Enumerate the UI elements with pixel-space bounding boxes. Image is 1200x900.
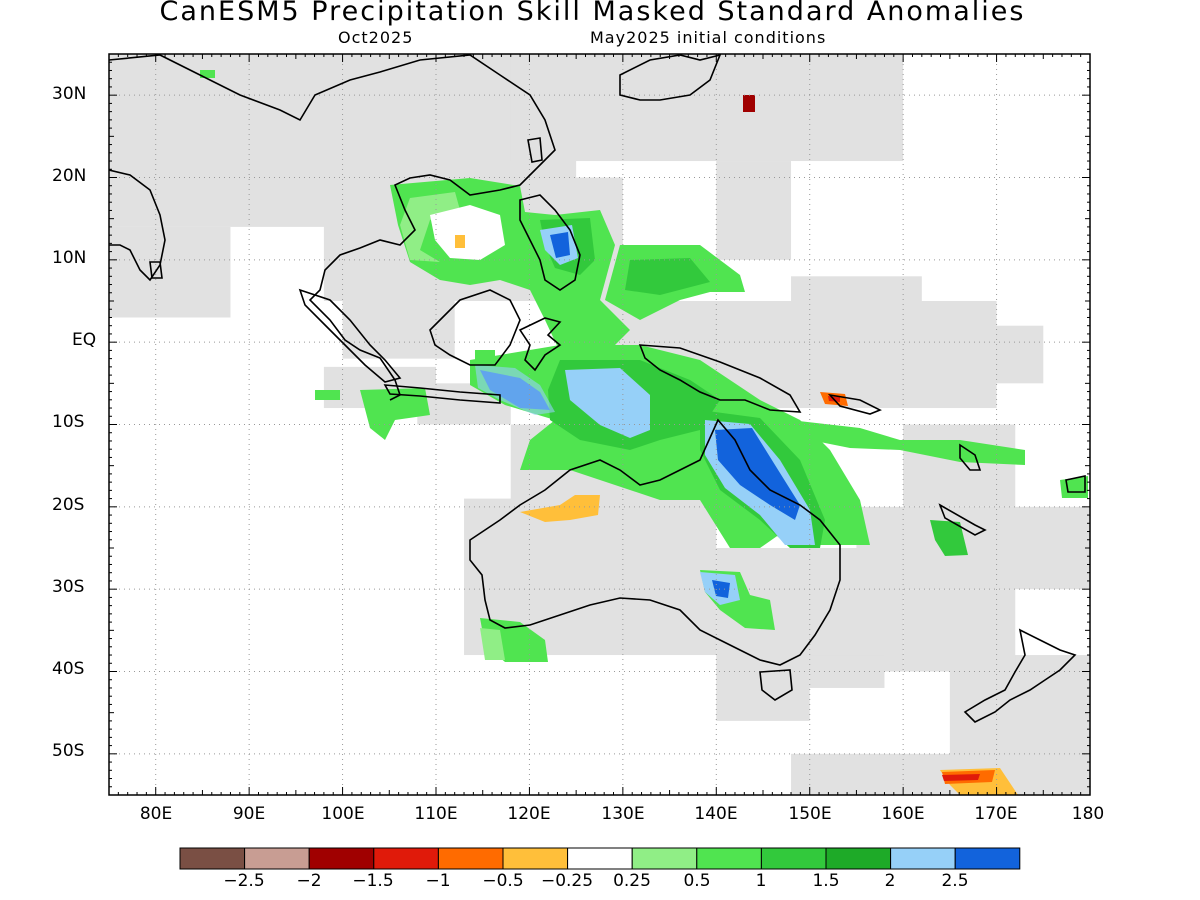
- anomaly-region-japan-wet: [743, 95, 755, 112]
- colorbar-label: 0.25: [613, 871, 651, 891]
- masked-cell: [791, 753, 1090, 795]
- colorbar-label: 0.5: [683, 871, 711, 891]
- colorbar-swatch: [890, 847, 956, 870]
- colorbar-swatch: [437, 847, 504, 870]
- lat-label-30s: 30S: [52, 577, 85, 597]
- masked-cell: [809, 655, 885, 688]
- lat-label-10n: 10N: [52, 248, 87, 268]
- masked-cell: [903, 424, 1016, 507]
- lon-label-140e: 140E: [694, 804, 738, 824]
- anomaly-region-queensland-dark-blue: [715, 428, 800, 520]
- lat-label-eq: EQ: [72, 330, 97, 350]
- lon-label-180: 180: [1071, 804, 1105, 824]
- lat-label-20s: 20S: [52, 495, 85, 515]
- colorbar-swatch: [825, 847, 892, 870]
- map-content: [109, 54, 1090, 795]
- colorbar-swatch: [954, 847, 1021, 870]
- colorbar-label: 1.5: [812, 871, 840, 891]
- lat-label-50s: 50S: [52, 741, 85, 761]
- lon-label-160e: 160E: [881, 804, 925, 824]
- initial-conditions-label: May2025 initial conditions: [590, 28, 827, 47]
- colorbar-label: −1: [425, 871, 451, 891]
- colorbar-swatch: [567, 847, 633, 870]
- coastline-asia: [109, 54, 556, 401]
- lat-label-10s: 10S: [52, 412, 85, 432]
- lat-label-30n: 30N: [52, 84, 87, 104]
- masked-cell: [510, 54, 904, 162]
- masked-cell: [903, 589, 1016, 672]
- colorbar-swatch: [760, 847, 827, 870]
- lon-label-90e: 90E: [232, 804, 266, 824]
- anomaly-region-sw-pacific: [790, 420, 1025, 465]
- masked-cell: [856, 506, 1090, 590]
- colorbar-label: −0.25: [540, 871, 594, 891]
- chart-title: CanESM5 Precipitation Skill Masked Stand…: [159, 0, 1026, 27]
- masked-cell: [949, 655, 1090, 771]
- masked-cell: [716, 671, 810, 721]
- colorbar-swatch: [696, 847, 762, 870]
- colorbar-swatch: [373, 847, 439, 870]
- coastline-new-zealand: [963, 628, 1077, 723]
- colorbar-swatch: [308, 847, 375, 870]
- coastline-sulawesi: [518, 317, 562, 372]
- coastline-borneo: [429, 289, 521, 366]
- colorbar-label: −1.5: [352, 871, 394, 891]
- axis-ticks: [108, 53, 1091, 796]
- coastline-australia: [469, 418, 841, 666]
- colorbar-swatch: [502, 847, 569, 870]
- lat-label-40s: 40S: [52, 659, 85, 679]
- colorbar-swatch: [631, 847, 698, 870]
- anomaly-regions: [200, 70, 1088, 795]
- forecast-month: Oct2025: [338, 28, 414, 47]
- coastline-sumatra: [298, 288, 402, 383]
- lon-label-110e: 110E: [414, 804, 458, 824]
- lon-label-170e: 170E: [974, 804, 1018, 824]
- coastlines: [109, 54, 1086, 723]
- colorbar-label: 1: [755, 871, 767, 891]
- lon-label-150e: 150E: [788, 804, 832, 824]
- coastline-java: [383, 384, 501, 404]
- colorbar-label: −0.5: [482, 871, 524, 891]
- masked-regions: [109, 54, 1090, 795]
- coastline-philippines: [519, 194, 581, 291]
- masked-cell: [716, 161, 792, 260]
- colorbar-label: 2: [884, 871, 896, 891]
- anomaly-region-nw-australia-dry: [520, 495, 600, 522]
- anomaly-region-south-china-sea-light: [400, 192, 460, 262]
- map-gridlines: [109, 54, 1090, 795]
- lon-label-130e: 130E: [601, 804, 645, 824]
- masked-cell: [109, 226, 231, 318]
- colorbar-label: 2.5: [941, 871, 969, 891]
- colorbar-label: −2: [296, 871, 322, 891]
- colorbar-label: −2.5: [223, 871, 265, 891]
- colorbar: [179, 847, 1021, 870]
- masked-cell: [669, 325, 1044, 384]
- anomaly-region-indian-ocean: [360, 388, 430, 440]
- lon-label-100e: 100E: [321, 804, 365, 824]
- lon-label-120e: 120E: [507, 804, 551, 824]
- lat-label-20n: 20N: [52, 166, 87, 186]
- coastline-new-guinea: [638, 344, 802, 413]
- colorbar-swatch: [179, 847, 246, 870]
- masked-cell: [791, 276, 922, 326]
- colorbar-swatch: [244, 847, 310, 870]
- lon-label-80e: 80E: [139, 804, 173, 824]
